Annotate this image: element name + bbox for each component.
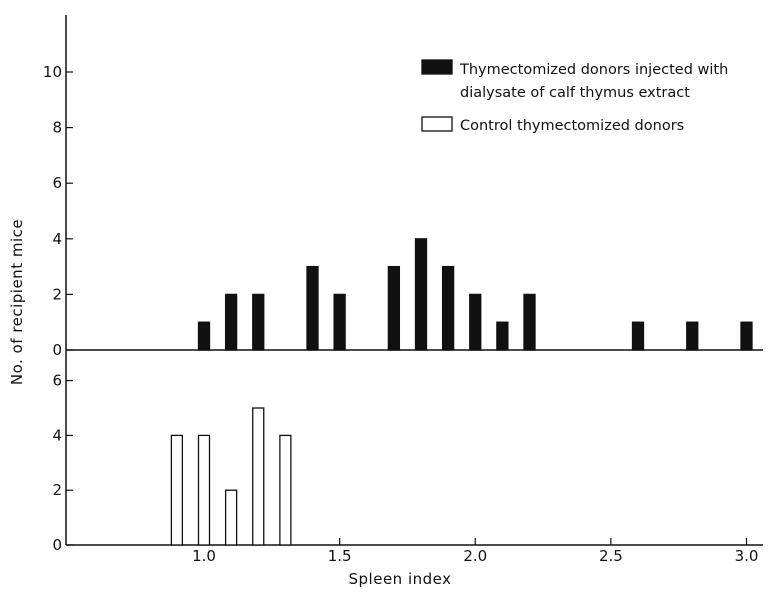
bar-thymus-extract [469,293,482,351]
x-tick-label: 3.0 [735,547,759,565]
bar-thymus-extract [496,321,509,351]
y-tick-label: 4 [52,426,62,444]
y-tick-label: 4 [52,230,62,248]
x-tick-label: 1.5 [328,547,352,565]
y-tick-label: 6 [52,174,62,192]
x-tick-label: 1.0 [192,547,216,565]
legend-label: Thymectomized donors injected with [459,62,728,78]
bar-thymus-extract [333,293,346,351]
bar-thymus-extract [686,321,699,351]
x-axis-label: Spleen index [349,570,452,588]
bar-control [170,434,184,546]
bar-thymus-extract [306,265,319,351]
x-tick-label: 2.0 [463,547,487,565]
y-tick-label: 10 [43,63,62,81]
bar-control [252,407,265,546]
bar-thymus-extract [224,293,238,351]
y-tick-label: 0 [52,536,62,554]
y-axis-label: No. of recipient mice [8,219,26,385]
bar-control [197,434,211,546]
y-tick-label: 8 [52,119,62,137]
y-tick-label: 2 [52,285,62,303]
x-tick-label: 2.5 [599,547,623,565]
bar-thymus-extract [523,293,536,351]
bar-thymus-extract [414,238,428,351]
legend-label: dialysate of calf thymus extract [460,85,690,101]
y-tick-label: 0 [52,341,62,359]
legend-label: Control thymectomized donors [460,118,684,134]
bar-thymus-extract [197,321,211,351]
bar-thymus-extract [631,321,645,351]
bar-thymus-extract [252,293,265,351]
bar-thymus-extract [387,265,401,351]
bar-thymus-extract [740,321,753,351]
y-tick-label: 2 [52,481,62,499]
bar-thymus-extract [441,265,455,351]
bar-control [279,434,292,546]
y-tick-label: 6 [52,372,62,390]
legend-swatch-thymus-extract [421,59,453,75]
bar-control [224,489,238,546]
legend-swatch-control [421,116,453,132]
